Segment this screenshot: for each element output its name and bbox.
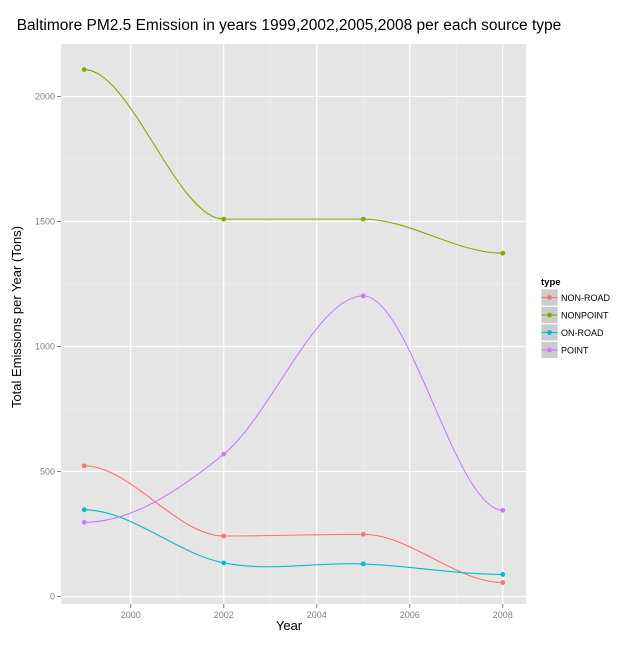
series-lines	[84, 69, 503, 584]
y-tick-label: 1000	[35, 342, 55, 352]
series-line-on-road	[84, 509, 503, 575]
data-point-point	[500, 507, 506, 513]
data-point-non-road	[81, 463, 87, 469]
x-tick-label: 2008	[493, 610, 513, 620]
legend-label-point: POINT	[561, 346, 589, 356]
y-axis-label: Total Emissions per Year (Tons)	[9, 226, 24, 408]
x-axis-label: Year	[276, 618, 303, 633]
data-point-non-road	[500, 580, 506, 585]
data-point-nonpoint	[500, 250, 506, 256]
legend-label-on-road: ON-ROAD	[561, 328, 604, 338]
y-tick-label: 500	[40, 467, 55, 477]
data-point-nonpoint	[360, 216, 366, 222]
series-line-non-road	[84, 465, 503, 584]
data-point-on-road	[81, 507, 87, 513]
x-tick-label: 2002	[214, 610, 234, 620]
grid-major	[61, 44, 526, 604]
legend-key-point-point	[547, 347, 552, 353]
legend-label-nonpoint: NONPOINT	[561, 311, 609, 321]
legend-key-point-non-road	[547, 295, 552, 300]
data-point-non-road	[221, 533, 227, 539]
x-tick-label: 2004	[307, 610, 327, 620]
data-point-on-road	[500, 572, 506, 577]
legend-key-point-nonpoint	[547, 312, 552, 318]
data-point-point	[81, 519, 87, 525]
series-line-nonpoint	[84, 69, 503, 254]
grid-minor	[61, 44, 526, 604]
series-line-point	[84, 295, 503, 523]
y-tick-label: 0	[50, 592, 55, 602]
legend: type NON-ROAD NONPOINT ON-ROAD POINT	[540, 277, 610, 359]
legend-title: type	[541, 277, 561, 288]
x-axis-ticks: 2000 2002 2004 2006 2008	[121, 604, 513, 620]
data-point-nonpoint	[221, 216, 227, 222]
x-tick-label: 2006	[400, 610, 420, 620]
data-point-nonpoint	[81, 67, 87, 72]
data-point-on-road	[221, 560, 227, 566]
y-tick-label: 2000	[35, 92, 55, 102]
y-tick-label: 1500	[35, 217, 55, 227]
data-point-point	[360, 293, 366, 299]
legend-items: NON-ROAD NONPOINT ON-ROAD POINT	[540, 288, 610, 359]
data-point-on-road	[360, 561, 366, 567]
chart-title: Baltimore PM2.5 Emission in years 1999,2…	[17, 17, 562, 34]
legend-key-point-on-road	[547, 330, 552, 335]
legend-label-non-road: NON-ROAD	[561, 293, 610, 303]
data-point-point	[221, 451, 227, 457]
x-tick-label: 2000	[121, 610, 141, 620]
y-axis-ticks: 0 500 1000 1500 2000	[35, 92, 61, 602]
data-point-non-road	[360, 531, 366, 537]
plot-panel	[61, 44, 526, 604]
series-points	[81, 67, 506, 585]
